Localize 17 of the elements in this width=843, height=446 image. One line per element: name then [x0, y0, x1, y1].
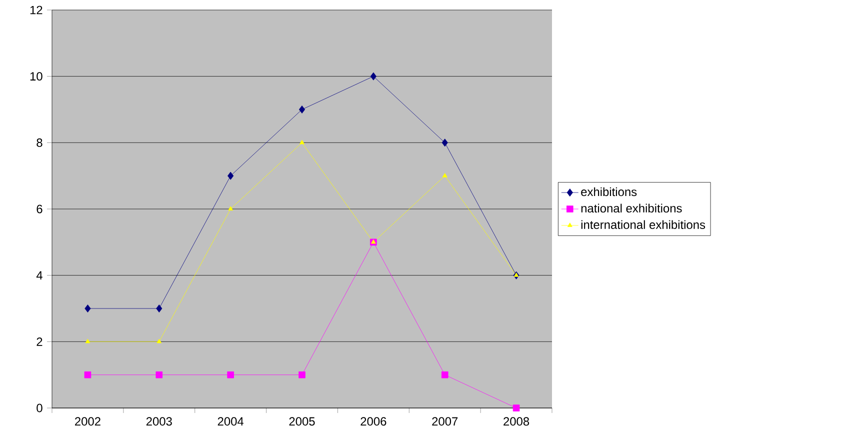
y-tick-label: 12	[30, 6, 42, 14]
y-tick-label: 8	[36, 138, 42, 147]
x-tick-label: 2005	[289, 417, 315, 426]
y-tick-label: 10	[30, 72, 42, 81]
x-tick-label: 2006	[360, 417, 386, 426]
legend-label: exhibitions	[581, 187, 637, 196]
x-tick-label: 2003	[146, 417, 172, 426]
legend-label: national exhibitions	[581, 204, 682, 213]
y-tick-label: 4	[36, 271, 42, 280]
legend-label: international exhibitions	[581, 220, 706, 229]
x-tick-label: 2008	[504, 417, 530, 426]
y-tick-label: 6	[36, 204, 42, 214]
y-tick-label: 0	[36, 404, 42, 412]
x-tick-label: 2004	[218, 417, 244, 426]
y-tick-label: 2	[36, 337, 42, 346]
x-tick-label: 2002	[75, 417, 100, 426]
x-tick-label: 2007	[432, 417, 458, 426]
